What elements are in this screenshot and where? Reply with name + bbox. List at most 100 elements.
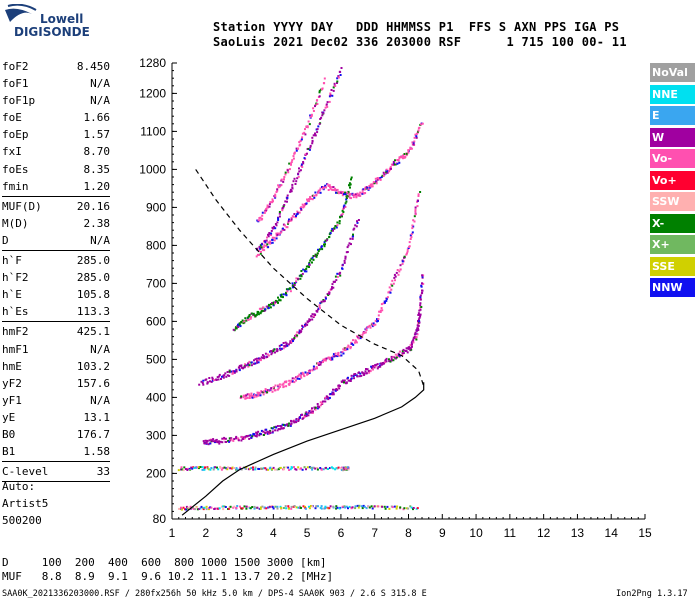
echo-point bbox=[208, 507, 211, 509]
echo-point bbox=[269, 306, 272, 309]
echo-point bbox=[232, 370, 235, 373]
echo-point bbox=[219, 440, 222, 443]
echo-point bbox=[196, 508, 199, 511]
echo-point bbox=[285, 423, 288, 426]
echo-point bbox=[325, 357, 328, 360]
echo-point bbox=[210, 467, 213, 469]
echo-point bbox=[370, 183, 373, 186]
echo-point bbox=[314, 104, 317, 106]
echo-point bbox=[306, 126, 309, 129]
echo-point bbox=[296, 377, 299, 380]
echo-point bbox=[353, 193, 356, 196]
echo-point bbox=[276, 505, 279, 508]
echo-point bbox=[306, 152, 308, 155]
echo-point bbox=[417, 318, 420, 321]
echo-point bbox=[418, 316, 421, 319]
echo-point bbox=[218, 507, 221, 510]
echo-point bbox=[245, 394, 248, 397]
param-label: MUF(D) bbox=[2, 199, 42, 213]
echo-point bbox=[414, 208, 417, 211]
echo-point bbox=[246, 316, 249, 319]
echo-point bbox=[295, 147, 298, 150]
echo-point bbox=[269, 240, 272, 243]
echo-point bbox=[282, 423, 285, 426]
echo-point bbox=[394, 159, 396, 162]
echo-point bbox=[396, 505, 399, 508]
echo-point bbox=[369, 186, 372, 189]
echo-point bbox=[375, 180, 378, 183]
echo-point bbox=[312, 255, 315, 257]
echo-point bbox=[329, 467, 331, 469]
echo-point bbox=[281, 383, 284, 386]
echo-point bbox=[235, 507, 238, 509]
echo-point bbox=[289, 287, 292, 290]
echo-point bbox=[291, 338, 294, 341]
echo-point bbox=[243, 437, 246, 440]
echo-point bbox=[269, 242, 272, 245]
echo-point bbox=[357, 219, 360, 221]
echo-point bbox=[331, 286, 333, 289]
echo-point bbox=[188, 467, 191, 470]
echo-point bbox=[236, 505, 239, 507]
echo-point bbox=[385, 297, 388, 300]
echo-point bbox=[338, 385, 341, 387]
legend-item: NoVal bbox=[650, 63, 695, 82]
echo-point bbox=[266, 391, 269, 394]
echo-point bbox=[294, 183, 297, 185]
echo-point bbox=[285, 507, 288, 510]
echo-point bbox=[245, 505, 248, 508]
echo-point bbox=[247, 468, 250, 471]
echo-point bbox=[203, 468, 206, 471]
echo-point bbox=[283, 468, 285, 471]
echo-point bbox=[263, 390, 266, 393]
echo-point bbox=[212, 438, 215, 441]
echo-point bbox=[364, 186, 367, 189]
echo-point bbox=[253, 505, 256, 508]
echo-point bbox=[281, 207, 284, 209]
echo-point bbox=[415, 133, 418, 135]
echo-point bbox=[403, 153, 406, 155]
echo-point bbox=[409, 505, 412, 508]
echo-point bbox=[329, 94, 332, 97]
echo-point bbox=[299, 277, 302, 280]
echo-point bbox=[250, 312, 253, 315]
echo-point bbox=[269, 201, 272, 204]
echo-point bbox=[325, 239, 328, 242]
echo-point bbox=[255, 394, 258, 397]
echo-point bbox=[360, 505, 363, 508]
echo-point bbox=[286, 290, 289, 293]
echo-point bbox=[320, 246, 323, 249]
echo-point bbox=[216, 466, 218, 469]
echo-point bbox=[316, 367, 318, 370]
echo-point bbox=[319, 506, 322, 509]
polarization-legend: NoVal NNE E W Vo- Vo+ SSW X- X+ SSE NNW bbox=[650, 63, 695, 300]
echo-point bbox=[245, 507, 248, 510]
x-tick-label: 13 bbox=[571, 526, 585, 540]
echo-point bbox=[193, 466, 196, 469]
y-tick-label: 1100 bbox=[140, 124, 166, 138]
echo-point bbox=[231, 466, 234, 469]
echo-point bbox=[288, 382, 291, 385]
echo-point bbox=[257, 394, 260, 397]
echo-point bbox=[388, 170, 391, 173]
echo-point bbox=[399, 156, 402, 159]
echo-point bbox=[186, 469, 189, 471]
x-tick-label: 15 bbox=[638, 526, 652, 540]
echo-point bbox=[337, 466, 340, 469]
echo-point bbox=[265, 428, 268, 431]
echo-point bbox=[394, 279, 396, 282]
echo-point bbox=[268, 203, 271, 206]
echo-point bbox=[217, 468, 220, 471]
echo-point bbox=[251, 396, 254, 399]
echo-point bbox=[256, 392, 259, 395]
echo-point bbox=[251, 506, 254, 508]
echo-point bbox=[319, 302, 322, 305]
echo-point bbox=[277, 387, 280, 390]
echo-point bbox=[274, 505, 277, 508]
echo-point bbox=[237, 439, 240, 442]
echo-point bbox=[356, 335, 358, 338]
echo-point bbox=[297, 418, 300, 421]
echo-point bbox=[300, 376, 303, 379]
echo-point bbox=[330, 229, 333, 232]
